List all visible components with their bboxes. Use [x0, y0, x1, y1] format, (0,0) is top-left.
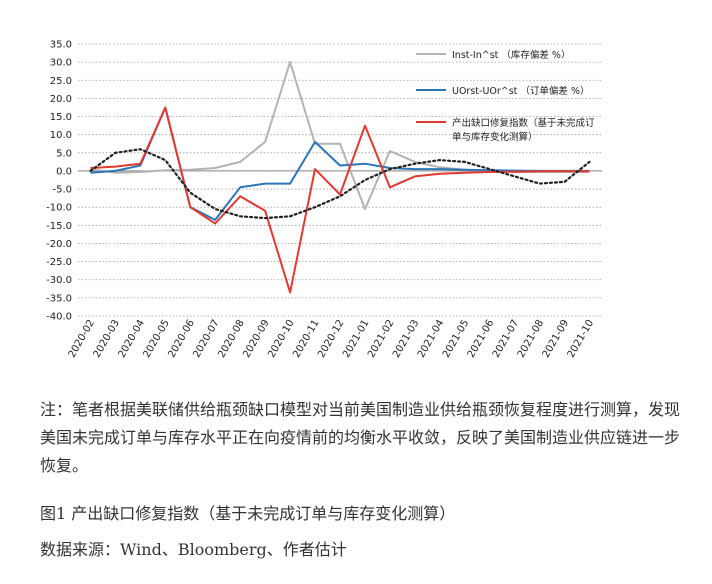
y-tick-label: -35.0	[46, 293, 72, 304]
y-tick-label: -25.0	[46, 257, 72, 268]
y-tick-label: 0.0	[56, 166, 72, 177]
legend-label: Inst-In^st （库存偏差 %）	[452, 49, 570, 61]
y-tick-label: 30.0	[50, 58, 72, 69]
series-lines	[89, 61, 591, 294]
y-tick-label: 15.0	[50, 112, 72, 123]
y-tick-label: 35.0	[50, 40, 72, 51]
y-tick-label: -40.0	[46, 312, 72, 323]
chart-note: 注：笔者根据美联储供给瓶颈缺口模型对当前美国制造业供给瓶颈恢复程度进行测算，发现…	[40, 400, 681, 475]
legend-label: 产出缺口修复指数（基于未完成订	[452, 117, 595, 129]
y-axis-ticks: 35.0 30.0 25.0 20.0 15.0 10.0 5.0 0.0 -5.0 -10.0 -…	[46, 40, 72, 323]
y-tick-label: -15.0	[46, 221, 72, 232]
x-axis-ticks: 2020-022020-032020-042020-052020-062020-…	[67, 318, 596, 360]
figure-title: 图1 产出缺口修复指数（基于未完成订单与库存变化测算）	[40, 504, 456, 523]
y-tick-label: -5.0	[52, 185, 72, 196]
y-tick-label: -30.0	[46, 275, 72, 286]
y-tick-label: 5.0	[56, 148, 72, 159]
y-tick-label: -20.0	[46, 239, 72, 250]
series-line-2	[90, 106, 590, 294]
y-tick-label: -10.0	[46, 203, 72, 214]
legend: Inst-In^st （库存偏差 %） UOrst-UOr^st （订单偏差 %）…	[416, 49, 595, 143]
gridlines	[78, 43, 602, 317]
legend-label: 单与库存变化测算）	[452, 131, 538, 143]
series-line-3	[89, 148, 591, 220]
figure-source: 数据来源：Wind、Bloomberg、作者估计	[40, 540, 347, 559]
y-tick-label: 25.0	[50, 76, 72, 87]
line-chart: 35.0 30.0 25.0 20.0 15.0 10.0 5.0 0.0 -5.0 -10.0 -…	[46, 40, 602, 360]
y-tick-label: 10.0	[50, 130, 72, 141]
legend-label: UOrst-UOr^st （订单偏差 %）	[452, 85, 589, 97]
y-tick-label: 20.0	[50, 94, 72, 105]
